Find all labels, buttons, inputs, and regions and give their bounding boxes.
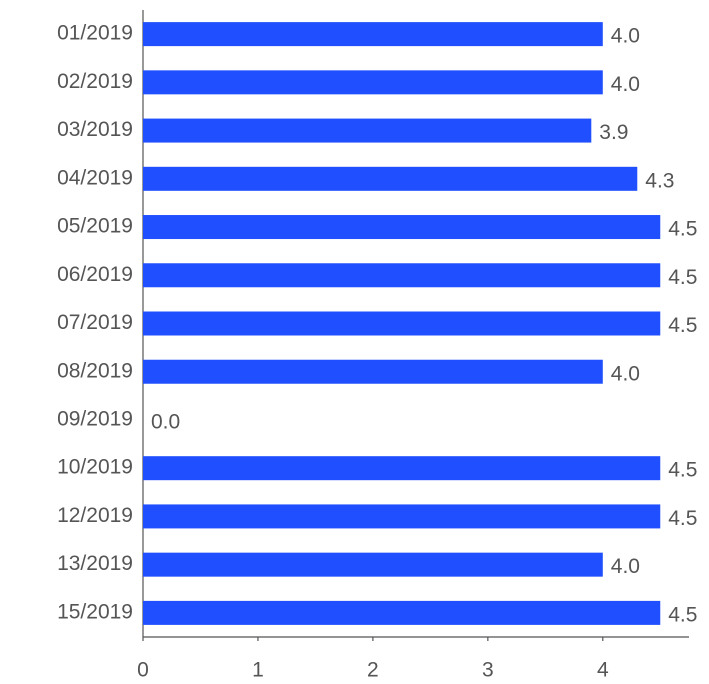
- value-label: 4.0: [611, 555, 640, 578]
- bar: [143, 359, 603, 384]
- bar: [143, 263, 661, 288]
- bar: [143, 118, 592, 143]
- y-tick-label: 10/2019: [57, 456, 133, 479]
- bar: [143, 600, 661, 625]
- value-label: 0.0: [151, 411, 180, 434]
- y-tick-label: 12/2019: [57, 504, 133, 527]
- bar: [143, 504, 661, 529]
- y-tick-label: 15/2019: [57, 600, 133, 623]
- bar: [143, 166, 638, 191]
- y-tick-label: 06/2019: [57, 263, 133, 286]
- x-tick-label: 4: [597, 659, 609, 682]
- y-tick-label: 13/2019: [57, 552, 133, 575]
- bar: [143, 456, 661, 481]
- value-label: 3.9: [599, 121, 628, 144]
- y-tick-label: 05/2019: [57, 215, 133, 238]
- value-label: 4.5: [668, 218, 697, 241]
- y-tick-label: 03/2019: [57, 118, 133, 141]
- y-tick-label: 07/2019: [57, 311, 133, 334]
- y-tick-label: 08/2019: [57, 359, 133, 382]
- bar: [143, 70, 603, 95]
- value-label: 4.0: [611, 73, 640, 96]
- x-tick-label: 0: [137, 659, 149, 682]
- bar: [143, 552, 603, 577]
- value-label: 4.5: [668, 603, 697, 626]
- value-label: 4.5: [668, 459, 697, 482]
- value-label: 4.5: [668, 507, 697, 530]
- bar: [143, 311, 661, 336]
- x-tick-label: 3: [482, 659, 494, 682]
- bar: [143, 215, 661, 240]
- x-tick-label: 1: [252, 659, 264, 682]
- value-label: 4.3: [645, 169, 674, 192]
- value-label: 4.0: [611, 362, 640, 385]
- y-tick-label: 01/2019: [57, 22, 133, 45]
- y-tick-label: 04/2019: [57, 166, 133, 189]
- value-label: 4.5: [668, 314, 697, 337]
- y-tick-label: 02/2019: [57, 70, 133, 93]
- y-tick-label: 09/2019: [57, 408, 133, 431]
- value-label: 4.5: [668, 266, 697, 289]
- value-label: 4.0: [611, 25, 640, 48]
- x-tick-label: 2: [367, 659, 379, 682]
- bar: [143, 22, 603, 47]
